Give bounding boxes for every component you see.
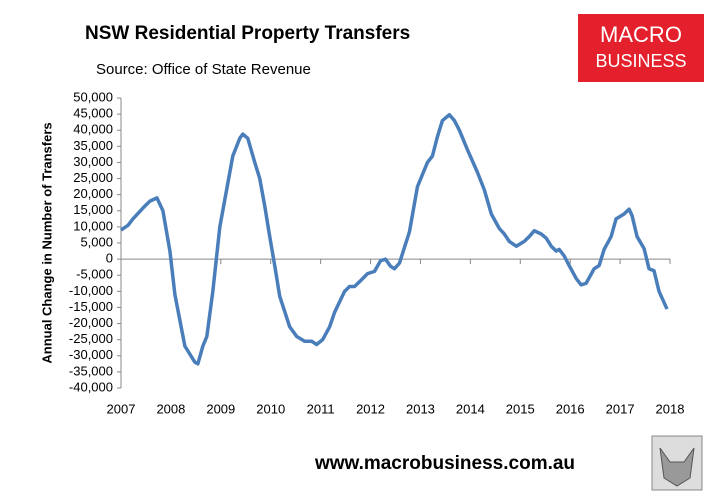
y-tick-label: 5,000 xyxy=(80,234,113,249)
y-tick-label: 25,000 xyxy=(73,170,113,185)
y-tick-label: -30,000 xyxy=(69,347,113,362)
x-tick-label: 2012 xyxy=(356,401,385,416)
y-tick-label: -5,000 xyxy=(76,267,113,282)
logo-text: BUSINESS xyxy=(595,51,686,71)
y-tick-label: 30,000 xyxy=(73,154,113,169)
x-tick-label: 2016 xyxy=(556,401,585,416)
y-tick-label: 40,000 xyxy=(73,122,113,137)
y-tick-label: -10,000 xyxy=(69,283,113,298)
y-tick-label: -40,000 xyxy=(69,379,113,394)
y-tick-label: -15,000 xyxy=(69,299,113,314)
x-tick-label: 2009 xyxy=(206,401,235,416)
x-tick-label: 2015 xyxy=(506,401,535,416)
y-tick-label: 15,000 xyxy=(73,202,113,217)
x-tick-label: 2008 xyxy=(156,401,185,416)
y-tick-label: -35,000 xyxy=(69,363,113,378)
x-tick-label: 2011 xyxy=(307,401,335,416)
x-tick-label: 2018 xyxy=(656,401,685,416)
y-tick-label: 10,000 xyxy=(73,218,113,233)
fox-icon xyxy=(659,447,695,487)
footer-url: www.macrobusiness.com.au xyxy=(314,453,575,474)
x-tick-label: 2017 xyxy=(606,401,635,416)
chart-title: NSW Residential Property Transfers xyxy=(85,23,410,44)
y-axis-label: Annual Change in Number of Transfers xyxy=(39,122,54,363)
x-tick-label: 2007 xyxy=(107,401,136,416)
y-tick-label: 45,000 xyxy=(73,106,113,121)
x-tick-label: 2010 xyxy=(256,401,285,416)
y-tick-label: -25,000 xyxy=(69,331,113,346)
data-line xyxy=(120,113,669,366)
y-tick-label: 50,000 xyxy=(73,89,113,104)
y-tick-label: 0 xyxy=(106,251,113,266)
chart-subtitle: Source: Office of State Revenue xyxy=(96,61,311,78)
y-tick-label: 20,000 xyxy=(73,186,113,201)
y-tick-label: -20,000 xyxy=(69,315,113,330)
y-tick-label: 35,000 xyxy=(73,138,113,153)
logo-box xyxy=(578,14,704,82)
x-tick-label: 2014 xyxy=(456,401,485,416)
x-tick-label: 2013 xyxy=(406,401,435,416)
logo-text: MACRO xyxy=(600,22,682,47)
